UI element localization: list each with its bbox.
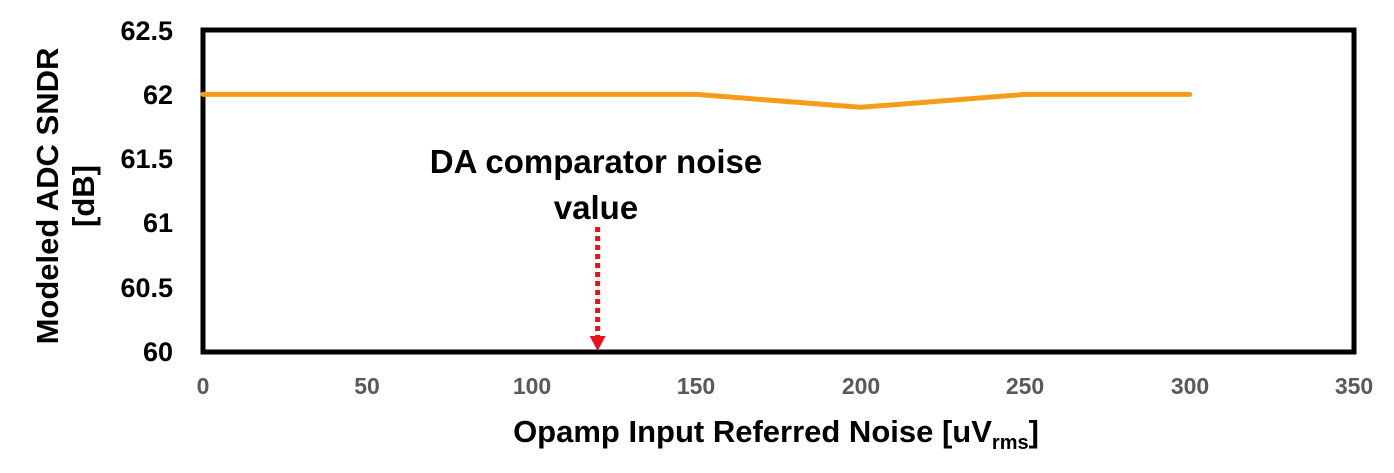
x-tick-label: 50 (354, 373, 380, 399)
annotation-arrow-head (589, 336, 606, 351)
annotation-text-line2: value (554, 189, 638, 226)
x-tick-label: 100 (513, 373, 551, 399)
x-tick-label: 200 (842, 373, 880, 399)
x-tick-label: 150 (677, 373, 715, 399)
y-tick-labels: 62.5 62 61.5 61 60.5 60 (120, 16, 173, 367)
y-tick-label: 62 (143, 80, 173, 110)
y-tick-label: 61.5 (120, 144, 173, 174)
y-axis-title: Modeled ADC SNDR [dB] (30, 48, 101, 345)
x-tick-label: 300 (1171, 373, 1209, 399)
series-line (200, 91, 1193, 110)
y-tick-label: 60.5 (120, 273, 173, 303)
x-tick-label: 0 (197, 373, 210, 399)
x-axis-title: Opamp Input Referred Noise [uVrms] (513, 414, 1039, 454)
x-axis-title-end: ] (1029, 414, 1039, 449)
y-axis-title-line2: [dB] (66, 165, 101, 227)
y-tick-label: 62.5 (120, 16, 173, 46)
annotation-text-line1: DA comparator noise (430, 143, 763, 180)
y-tick-label: 61 (143, 208, 173, 238)
plot-area (200, 27, 1357, 355)
series-layer (200, 91, 1193, 110)
x-axis-title-main: Opamp Input Referred Noise [uV (513, 414, 992, 449)
x-tick-label: 350 (1335, 373, 1373, 399)
x-axis-title-subscript: rms (992, 432, 1029, 454)
x-tick-label: 250 (1006, 373, 1044, 399)
y-axis-title-line1: Modeled ADC SNDR (30, 48, 65, 345)
annotation-arrow (589, 227, 606, 351)
x-tick-labels: 0 50 100 150 200 250 300 350 (197, 373, 1374, 399)
y-tick-label: 60 (143, 337, 173, 367)
